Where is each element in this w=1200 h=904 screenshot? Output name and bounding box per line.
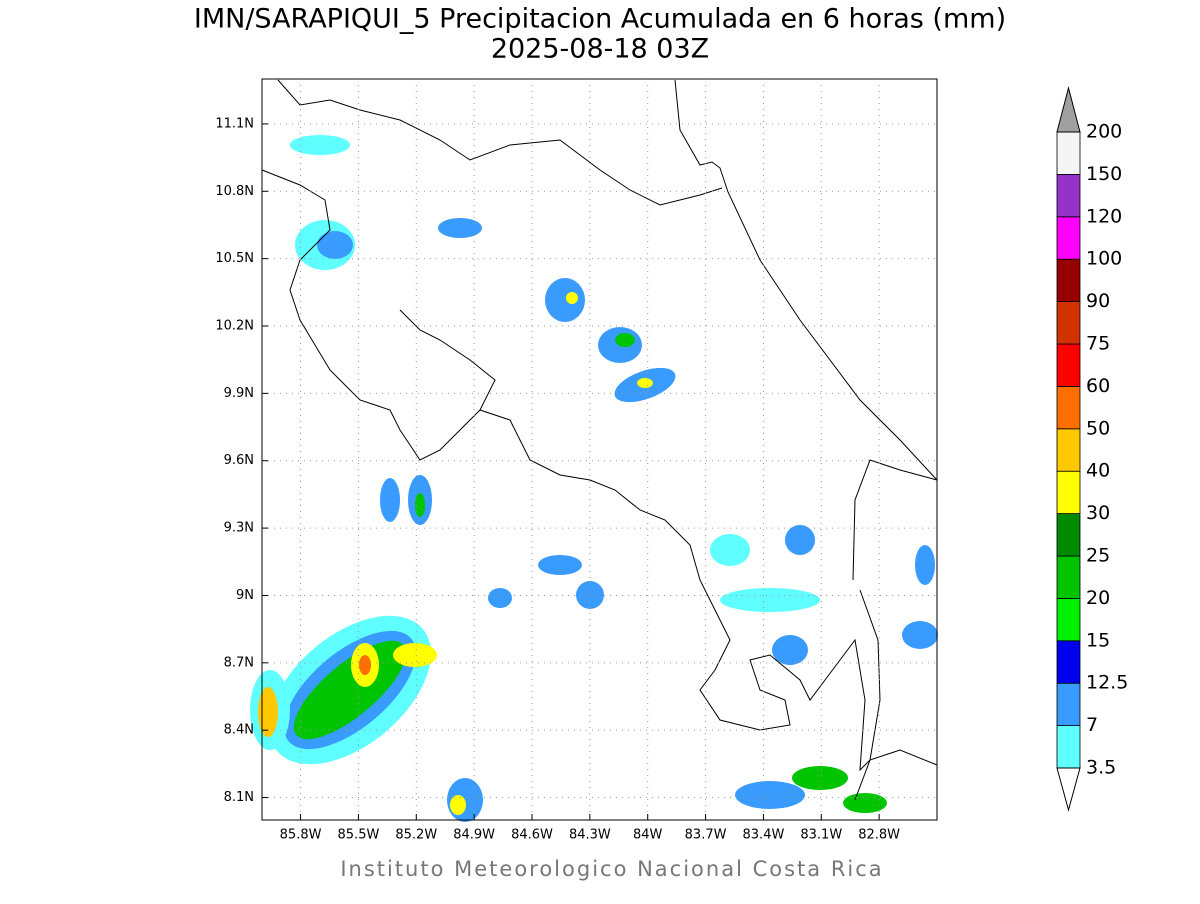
- footer: Instituto Meteorologico Nacional Costa R…: [340, 857, 883, 881]
- y-tick-label: 11.1N: [215, 116, 254, 131]
- colorbar-label: 150: [1086, 163, 1122, 185]
- y-tick-label: 9N: [236, 588, 254, 603]
- y-tick-label: 10.2N: [215, 319, 254, 334]
- colorbar-label: 75: [1086, 333, 1110, 355]
- colorbar-box: [1056, 555, 1081, 599]
- colorbar-box: [1056, 640, 1081, 684]
- colorbar-box: [1056, 428, 1081, 472]
- x-tick-label: 83.7W: [685, 828, 727, 843]
- subtitle: 2025-08-18 03Z: [491, 34, 709, 65]
- coastlines: [261, 79, 938, 801]
- colorbar-label: 90: [1086, 290, 1110, 312]
- colorbar-label: 20: [1086, 587, 1110, 609]
- y-tick-label: 9.6N: [224, 453, 254, 468]
- colorbar-label: 7: [1086, 714, 1098, 736]
- y-tick-label: 10.8N: [215, 184, 254, 199]
- colorbar-box: [1056, 131, 1081, 175]
- colorbar-label: 40: [1086, 460, 1110, 482]
- y-tick-label: 9.3N: [224, 521, 254, 536]
- colorbar-box: [1056, 725, 1081, 769]
- precip-field: [250, 135, 938, 822]
- colorbar-label: 120: [1086, 205, 1122, 227]
- x-tick-label: 84.9W: [453, 828, 495, 843]
- colorbar-box: [1056, 258, 1081, 303]
- colorbar-box: [1056, 343, 1081, 387]
- colorbar-box: [1056, 598, 1081, 642]
- colorbar-box: [1056, 173, 1081, 218]
- colorbar-label: 30: [1086, 502, 1110, 524]
- x-tick-label: 85.8W: [280, 828, 322, 843]
- colorbar-label: 50: [1086, 417, 1110, 439]
- y-tick-label: 10.5N: [215, 251, 254, 266]
- colorbar-label: 25: [1086, 545, 1110, 567]
- x-tick-label: 84.3W: [569, 828, 611, 843]
- title: IMN/SARAPIQUI_5 Precipitacion Acumulada …: [194, 4, 1006, 35]
- colorbar-box: [1056, 682, 1081, 727]
- colorbar-label: 3.5: [1086, 757, 1116, 779]
- y-tick-label: 8.7N: [224, 655, 254, 670]
- x-tick-label: 84.6W: [511, 828, 553, 843]
- map-frame: [261, 78, 938, 821]
- colorbar-over: [1056, 86, 1081, 133]
- colorbar-label: 100: [1086, 248, 1122, 270]
- x-tick-label: 85.5W: [338, 828, 380, 843]
- colorbar-box: [1056, 513, 1081, 557]
- x-tick-label: 84W: [633, 828, 663, 843]
- colorbar-box: [1056, 470, 1081, 515]
- colorbar-box: [1056, 216, 1081, 260]
- y-tick-label: 8.4N: [224, 723, 254, 738]
- y-tick-label: 9.9N: [224, 386, 254, 401]
- x-tick-label: 82.8W: [858, 828, 900, 843]
- colorbar-label: 200: [1086, 121, 1122, 143]
- colorbar-box: [1056, 301, 1081, 345]
- colorbar-label: 60: [1086, 375, 1110, 397]
- colorbar-label: 12.5: [1086, 672, 1128, 694]
- x-tick-label: 83.4W: [743, 828, 785, 843]
- x-tick-label: 85.2W: [395, 828, 437, 843]
- x-tick-label: 83.1W: [800, 828, 842, 843]
- colorbar-under: [1056, 767, 1081, 812]
- y-tick-label: 8.1N: [224, 790, 254, 805]
- colorbar-box: [1056, 385, 1081, 430]
- colorbar-label: 15: [1086, 629, 1110, 651]
